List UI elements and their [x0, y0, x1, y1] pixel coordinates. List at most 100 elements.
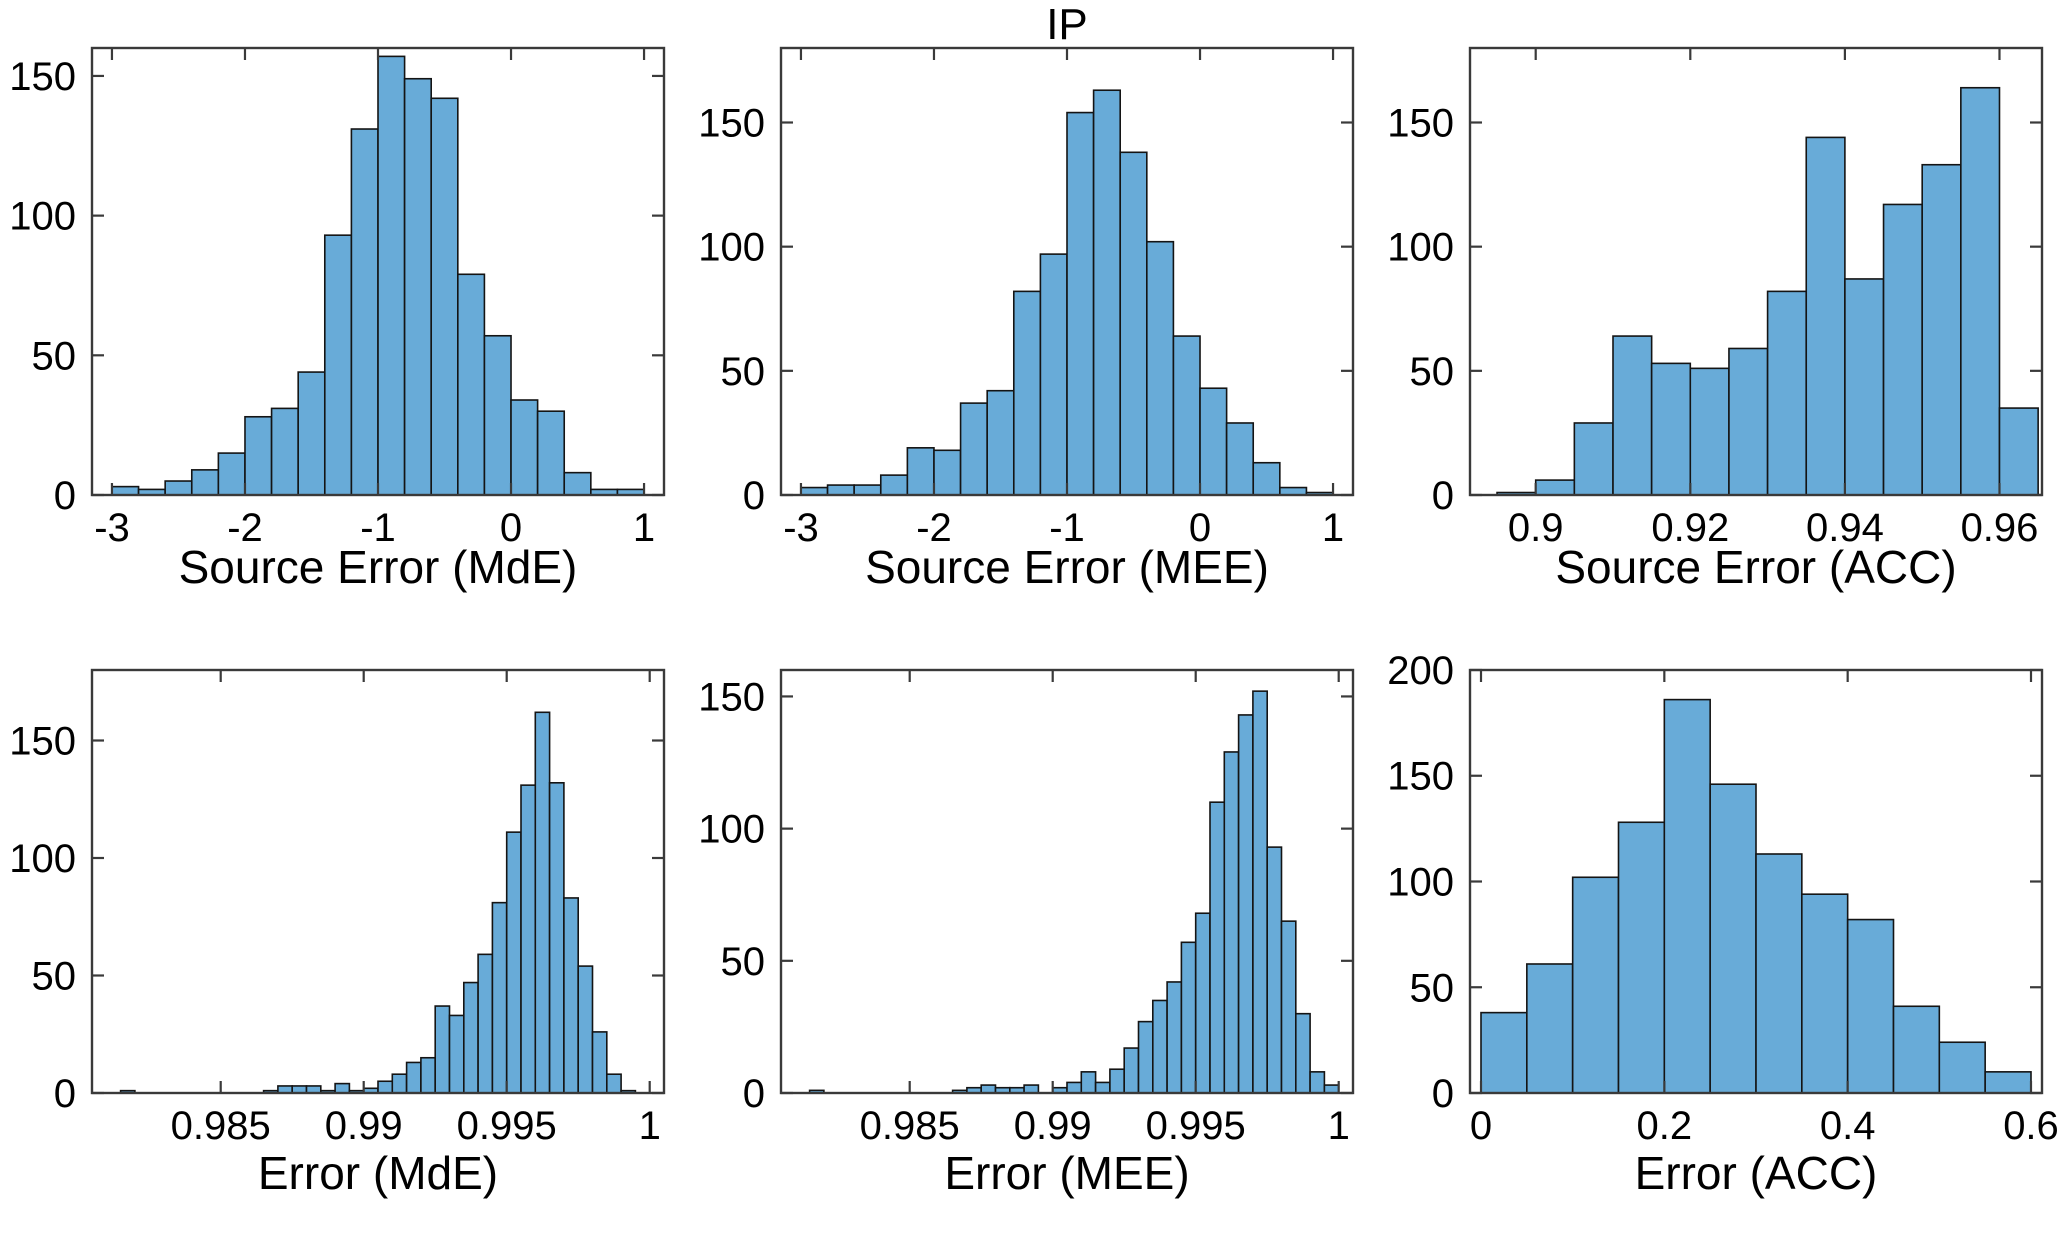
- histogram-bar: [377, 1080, 394, 1094]
- histogram-bar: [1109, 1068, 1125, 1094]
- x-tick-label: 0.9: [1508, 506, 1564, 550]
- subplot-error-mde: 0.985 0.99 0.995 1 0 50 100 150 Error (MdE): [0, 600, 689, 1238]
- x-tick-label: 0.96: [1961, 506, 2039, 550]
- histogram-bar: [1805, 136, 1846, 496]
- histogram-bar: [350, 128, 379, 496]
- histogram-source-error-mde: -3 -2 -1 0 1 0 50 100 150: [9, 46, 666, 550]
- histogram-source-error-acc: 0.9 0.92 0.94 0.96 0 50 100 150: [1387, 46, 2044, 550]
- histogram-bar: [853, 484, 882, 496]
- y-tick-label: 100: [698, 808, 765, 852]
- histogram-bar: [563, 471, 592, 496]
- histogram-bar: [1151, 999, 1168, 1094]
- histogram-bar: [1012, 290, 1042, 496]
- histogram-bar: [1146, 240, 1175, 496]
- histogram-bar: [1960, 86, 2001, 496]
- histogram-bar: [1480, 1011, 1528, 1094]
- x-tick-label: 0.6: [2003, 1104, 2059, 1148]
- histogram-bar: [591, 1031, 608, 1094]
- histogram-bar: [1846, 918, 1895, 1094]
- histogram-bar: [1209, 801, 1226, 1094]
- histogram-bar: [1199, 387, 1228, 496]
- histogram-bar: [1280, 920, 1297, 1094]
- x-tick-label: -3: [94, 506, 130, 550]
- histogram-bar: [1617, 821, 1666, 1094]
- histogram-bar: [334, 1082, 351, 1094]
- y-tick-label: 0: [54, 474, 76, 518]
- histogram-bar: [520, 784, 537, 1094]
- histogram-bar: [1119, 151, 1148, 496]
- histogram-bar: [1526, 963, 1574, 1094]
- histogram-bar: [906, 447, 935, 496]
- axis-box: [1468, 46, 2044, 497]
- histogram-bar: [1882, 203, 1923, 496]
- x-tick-label: 0.2: [1636, 1104, 1692, 1148]
- histogram-bar: [1252, 690, 1269, 1094]
- histogram-bar: [462, 981, 479, 1094]
- histogram-bar: [1755, 853, 1803, 1094]
- histogram-bar: [1801, 893, 1849, 1094]
- x-axis-label: Source Error (ACC): [1555, 541, 1957, 593]
- histogram-bar: [405, 1061, 422, 1094]
- axis-box: [779, 668, 1355, 1095]
- histogram-bar: [1294, 1012, 1311, 1094]
- histogram-bar: [605, 1073, 622, 1094]
- histogram-bar: [448, 1014, 465, 1094]
- subplot-error-mee: 0.985 0.99 0.995 1 0 50 100 150 Error (MEE): [689, 600, 1378, 1238]
- histogram-bar: [1309, 1071, 1326, 1094]
- x-tick-label: 0.92: [1651, 506, 1729, 550]
- histogram-source-error-mee: -3 -2 -1 0 1 0 50 100 150: [698, 46, 1355, 550]
- histogram-error-mee: 0.985 0.99 0.995 1 0 50 100 150: [698, 668, 1355, 1148]
- y-tick-label: 150: [698, 675, 765, 719]
- histogram-bar: [1172, 335, 1201, 496]
- histogram-bar: [430, 97, 459, 496]
- histogram-bar: [1223, 751, 1240, 1094]
- x-tick-label: 0.4: [1820, 1104, 1876, 1148]
- y-tick-label: 200: [1387, 649, 1454, 693]
- histogram-bar: [1237, 714, 1254, 1094]
- histogram-bar: [1709, 783, 1757, 1094]
- histogram-bar: [1689, 367, 1730, 496]
- histogram-bar: [1123, 1047, 1140, 1094]
- x-axis-label: Source Error (MdE): [178, 541, 578, 593]
- histogram-bar: [1180, 941, 1197, 1094]
- x-tick-label: 1: [1322, 506, 1344, 550]
- histogram-bar: [420, 1056, 436, 1094]
- histogram-bar: [1225, 422, 1255, 496]
- x-tick-label: 0.94: [1806, 506, 1884, 550]
- axis-box: [90, 668, 666, 1095]
- x-axis-label: Source Error (MEE): [865, 541, 1269, 593]
- histogram-bar: [1728, 347, 1769, 496]
- x-tick-label: -1: [1049, 506, 1085, 550]
- y-tick-label: 150: [9, 55, 76, 99]
- histogram-bar: [510, 399, 539, 496]
- histogram-bar: [563, 897, 580, 1094]
- histogram-bar: [457, 273, 486, 496]
- x-tick-label: 0.995: [457, 1104, 557, 1148]
- x-tick-label: 0.99: [325, 1104, 403, 1148]
- x-axis-label: Error (MEE): [944, 1147, 1190, 1199]
- subplot-row-top: -3 -2 -1 0 1 0 50 100 150 Source Error (MdE) IP …: [0, 0, 2067, 600]
- histogram-bar: [1166, 981, 1183, 1094]
- y-tick-label: 50: [1410, 966, 1455, 1010]
- y-tick-label: 0: [1432, 474, 1454, 518]
- histogram-bar: [1844, 278, 1885, 496]
- histogram-bar: [1066, 111, 1095, 496]
- histogram-bar: [1039, 253, 1068, 496]
- figure-title: IP: [1046, 0, 1088, 49]
- histogram-bar: [377, 55, 406, 496]
- y-tick-label: 50: [721, 350, 766, 394]
- histogram-bar: [1612, 335, 1653, 496]
- y-tick-label: 150: [698, 102, 765, 146]
- x-tick-label: 0: [1189, 506, 1211, 550]
- x-tick-label: 0: [1470, 1104, 1492, 1148]
- histogram-bar: [483, 334, 512, 496]
- x-tick-label: -2: [916, 506, 952, 550]
- histogram-bar: [1137, 1020, 1154, 1094]
- y-tick-label: 150: [1387, 102, 1454, 146]
- y-tick-label: 100: [698, 226, 765, 270]
- histogram-bar: [1984, 1071, 2032, 1094]
- histogram-bar: [536, 410, 566, 496]
- histogram-bar: [190, 469, 220, 496]
- y-tick-label: 100: [1387, 226, 1454, 270]
